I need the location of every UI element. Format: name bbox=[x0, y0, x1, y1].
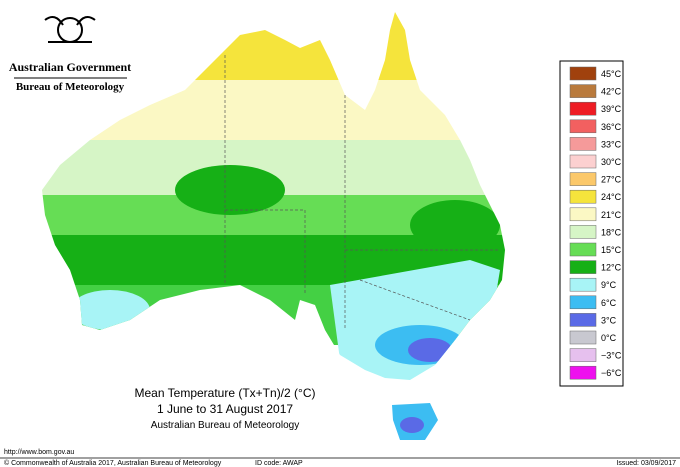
legend-swatch bbox=[569, 137, 597, 151]
copyright: © Commonwealth of Australia 2017, Austra… bbox=[4, 459, 222, 467]
legend-label: −6°C bbox=[601, 368, 622, 378]
legend-swatch bbox=[569, 348, 597, 362]
legend-label: 9°C bbox=[601, 280, 617, 290]
legend-swatch bbox=[569, 189, 597, 204]
legend-label: 12°C bbox=[601, 263, 622, 273]
legend-label: 21°C bbox=[601, 210, 622, 220]
legend-label: 30°C bbox=[601, 157, 622, 167]
legend-swatch bbox=[569, 119, 597, 134]
agency: Bureau of Meteorology bbox=[16, 81, 125, 93]
title: Mean Temperature (Tx+Tn)/2 (°C) bbox=[135, 386, 316, 400]
legend-swatch bbox=[569, 154, 597, 169]
legend-label: −3°C bbox=[601, 351, 622, 361]
legend-swatch bbox=[569, 101, 597, 116]
url: http://www.bom.gov.au bbox=[4, 449, 74, 456]
legend-label: 33°C bbox=[601, 139, 622, 149]
legend-label: 45°C bbox=[601, 69, 622, 79]
legend-swatch bbox=[569, 66, 597, 81]
legend-swatch bbox=[569, 260, 597, 274]
legend-swatch bbox=[569, 225, 597, 239]
legend-label: 18°C bbox=[601, 227, 622, 237]
legend-label: 36°C bbox=[601, 122, 622, 132]
legend-label: 3°C bbox=[601, 315, 617, 325]
crest bbox=[44, 15, 96, 43]
legend-swatch bbox=[569, 84, 597, 98]
legend-swatch bbox=[569, 365, 597, 380]
legend-swatch bbox=[569, 242, 597, 257]
legend-label: 27°C bbox=[601, 175, 622, 185]
id-code: ID code: AWAP bbox=[255, 460, 303, 467]
legend-swatch bbox=[569, 295, 597, 310]
issued: Issued: 03/09/2017 bbox=[616, 460, 676, 467]
legend: 45°C 42°C 39°C 36°C 33°C 30°C 27°C 24°C 21°C 18°C… bbox=[569, 66, 622, 380]
legend-swatch bbox=[569, 313, 597, 327]
period: 1 June to 31 August 2017 bbox=[157, 402, 293, 416]
legend-label: 39°C bbox=[601, 104, 622, 114]
source: Australian Bureau of Meteorology bbox=[151, 420, 299, 431]
legend-label: 24°C bbox=[601, 192, 622, 202]
legend-label: 15°C bbox=[601, 245, 622, 255]
state-borders bbox=[224, 55, 500, 330]
legend-label: 0°C bbox=[601, 333, 617, 343]
government: Australian Government bbox=[9, 60, 131, 74]
legend-label: 42°C bbox=[601, 87, 622, 97]
legend-swatch bbox=[569, 172, 597, 186]
legend-swatch bbox=[569, 277, 597, 292]
legend-swatch bbox=[569, 330, 597, 345]
legend-swatch bbox=[569, 207, 597, 222]
legend-label: 6°C bbox=[601, 298, 617, 308]
